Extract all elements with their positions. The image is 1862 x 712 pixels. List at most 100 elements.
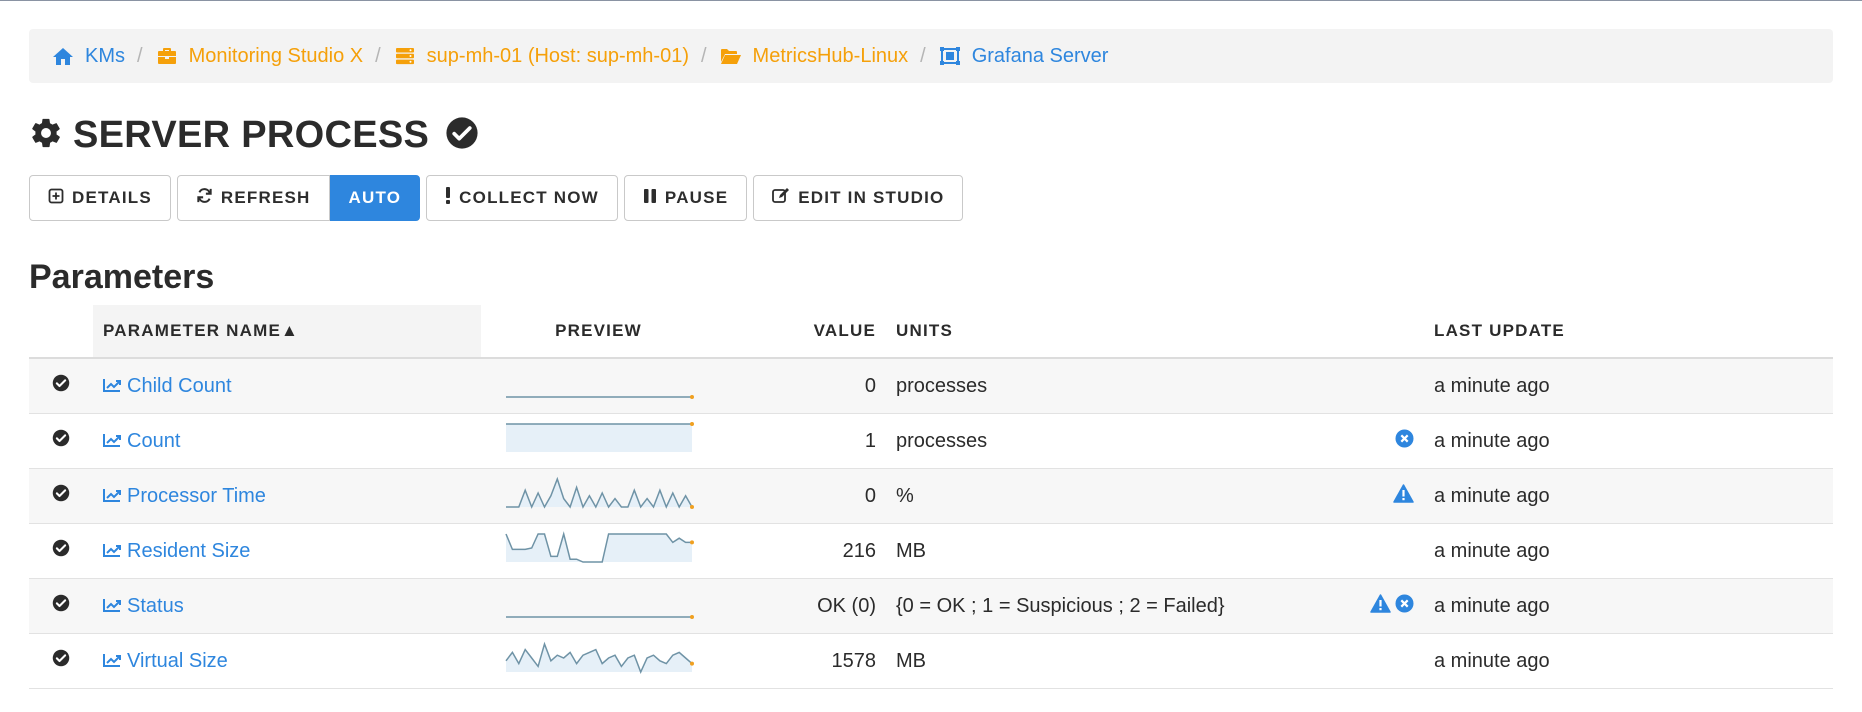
value-cell: 0 <box>716 358 886 414</box>
status-ok-icon <box>52 594 70 617</box>
sync-icon <box>196 187 213 209</box>
refresh-button[interactable]: REFRESH <box>176 175 330 221</box>
status-ok-icon <box>52 429 70 452</box>
sparkline <box>504 476 694 520</box>
warning-icon[interactable] <box>1370 593 1391 619</box>
parameter-link[interactable]: Resident Size <box>103 540 250 563</box>
last-update-cell: a minute ago <box>1424 413 1833 469</box>
status-ok-icon <box>52 484 70 507</box>
value-column-header[interactable]: VALUE <box>716 305 886 359</box>
folder-open-icon <box>719 45 743 67</box>
breadcrumb-separator: / <box>700 44 707 67</box>
units-cell: {0 = OK ; 1 = Suspicious ; 2 = Failed} <box>886 578 1356 634</box>
threshold-flags-cell <box>1356 358 1424 414</box>
pause-button[interactable]: PAUSE <box>623 175 748 221</box>
toolbox-icon <box>155 45 179 67</box>
parameters-table: PARAMETER NAME▲ PREVIEW VALUE UNITS LAST… <box>29 305 1833 689</box>
parameter-name: Virtual Size <box>127 649 228 672</box>
breadcrumb-item-kms[interactable]: KMs <box>51 45 125 68</box>
auto-refresh-toggle[interactable]: AUTO <box>329 175 421 221</box>
toolbar: DETAILS REFRESH AUTO COLLECT NOW PAUSE <box>29 175 1833 221</box>
status-ok-icon <box>52 649 70 672</box>
breadcrumb: KMs / Monitoring Studio X / sup-mh-01 (Host:… <box>29 29 1833 83</box>
preview-cell <box>481 358 716 414</box>
parameter-name: Status <box>127 594 184 617</box>
breadcrumb-item-metricshub-linux[interactable]: MetricsHub-Linux <box>719 45 908 68</box>
line-chart-icon <box>103 650 121 673</box>
preview-column-header: PREVIEW <box>481 305 716 359</box>
error-icon[interactable] <box>1395 594 1414 619</box>
last-update-cell: a minute ago <box>1424 578 1833 634</box>
collect-now-button[interactable]: COLLECT NOW <box>426 175 618 221</box>
breadcrumb-item-sup-mh-01-host-sup-mh-01[interactable]: sup-mh-01 (Host: sup-mh-01) <box>393 45 689 68</box>
status-cell <box>29 633 93 689</box>
parameter-name-cell: Status <box>93 578 481 634</box>
error-icon[interactable] <box>1395 429 1414 454</box>
status-cell <box>29 413 93 469</box>
units-column-header[interactable]: UNITS <box>886 305 1356 359</box>
line-chart-icon <box>103 430 121 453</box>
last-update-cell: a minute ago <box>1424 523 1833 579</box>
line-chart-icon <box>103 485 121 508</box>
value-cell: 1578 <box>716 633 886 689</box>
parameter-name-cell: Count <box>93 413 481 469</box>
parameter-link[interactable]: Virtual Size <box>103 650 228 673</box>
sparkline <box>504 388 694 410</box>
parameter-link[interactable]: Child Count <box>103 375 232 398</box>
breadcrumb-separator: / <box>920 44 926 67</box>
parameter-link[interactable]: Status <box>103 595 184 618</box>
table-header-row: PARAMETER NAME▲ PREVIEW VALUE UNITS LAST… <box>29 305 1833 359</box>
parameter-link[interactable]: Count <box>103 430 180 453</box>
parameter-name: Resident Size <box>127 539 251 562</box>
status-ok-icon <box>52 374 70 397</box>
status-column-header <box>29 305 93 359</box>
warning-icon[interactable] <box>1393 483 1414 509</box>
home-icon <box>51 45 75 67</box>
parameters-heading: Parameters <box>29 258 215 296</box>
parameter-name: Processor Time <box>127 484 266 507</box>
sparkline <box>504 641 694 685</box>
table-row: Child Count 0 processes a minute ago <box>29 358 1833 414</box>
status-ok-icon <box>52 539 70 562</box>
last-update-column-header[interactable]: LAST UPDATE <box>1424 305 1833 359</box>
breadcrumb-item-monitoring-studio-x[interactable]: Monitoring Studio X <box>155 44 364 68</box>
line-chart-icon <box>103 540 121 563</box>
threshold-flags-cell <box>1356 578 1424 634</box>
table-row: Virtual Size 1578 MB a minute ago <box>29 633 1833 689</box>
sparkline <box>504 422 694 465</box>
last-update-cell: a minute ago <box>1424 358 1833 414</box>
breadcrumb-separator: / <box>375 44 381 67</box>
table-row: Processor Time 0% a minute ago <box>29 468 1833 524</box>
parameter-name-cell: Resident Size <box>93 523 481 579</box>
last-update-cell: a minute ago <box>1424 468 1833 524</box>
parameter-name-cell: Processor Time <box>93 468 481 524</box>
details-button[interactable]: DETAILS <box>29 175 171 221</box>
page-title: SERVER PROCESS <box>73 113 430 156</box>
sparkline <box>504 608 694 630</box>
edit-in-studio-label: EDIT IN STUDIO <box>798 188 945 207</box>
parameter-name-column-header[interactable]: PARAMETER NAME▲ <box>93 305 481 359</box>
preview-cell <box>481 468 716 524</box>
edit-icon <box>772 187 790 209</box>
server-icon <box>393 45 417 67</box>
pause-label: PAUSE <box>664 188 729 207</box>
details-label: DETAILS <box>72 188 152 207</box>
breadcrumb-label: KMs <box>85 44 125 67</box>
breadcrumb-label: Monitoring Studio X <box>188 44 364 67</box>
breadcrumb-item-grafana-server[interactable]: Grafana Server <box>938 44 1109 68</box>
units-cell: % <box>886 468 1356 524</box>
breadcrumb-label: sup-mh-01 (Host: sup-mh-01) <box>426 44 689 67</box>
breadcrumb-separator: / <box>137 44 143 67</box>
units-cell: MB <box>886 523 1356 579</box>
collect-now-label: COLLECT NOW <box>459 188 599 207</box>
parameter-link[interactable]: Processor Time <box>103 485 266 508</box>
status-cell <box>29 578 93 634</box>
auto-label: AUTO <box>348 188 402 207</box>
units-cell: processes <box>886 413 1356 469</box>
breadcrumb-label: Grafana Server <box>971 44 1109 67</box>
preview-cell <box>481 523 716 579</box>
edit-in-studio-button[interactable]: EDIT IN STUDIO <box>753 175 964 221</box>
preview-cell <box>481 633 716 689</box>
gear-icon <box>29 116 63 155</box>
status-cell <box>29 523 93 579</box>
